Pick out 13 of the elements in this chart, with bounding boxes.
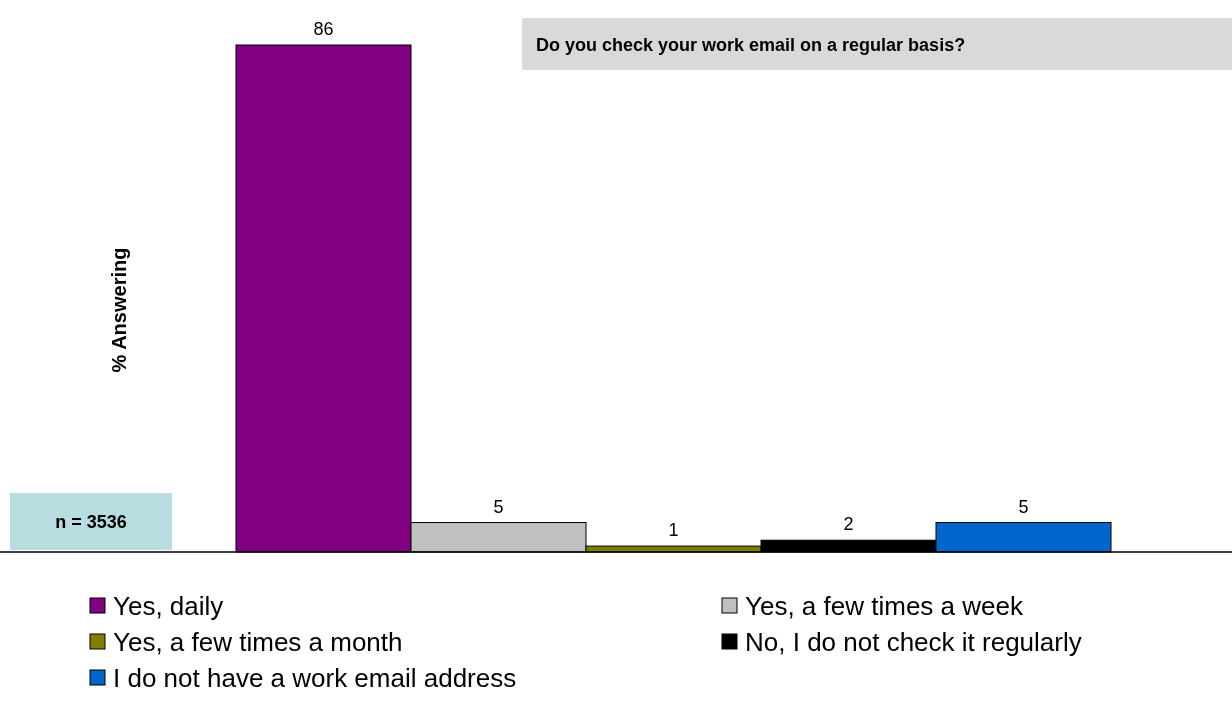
legend-label: No, I do not check it regularly xyxy=(745,627,1082,657)
text: n = 3536 xyxy=(55,512,127,532)
chart-title: Do you check your work email on a regular basis? xyxy=(536,35,966,55)
legend-label: I do not have a work email address xyxy=(113,663,517,693)
data-label: 5 xyxy=(1018,496,1029,517)
legend-label: Yes, a few times a month xyxy=(113,627,403,657)
legend-label: Yes, a few times a week xyxy=(745,591,1024,621)
data-label: 2 xyxy=(843,514,854,535)
data-label: 5 xyxy=(493,496,504,517)
text: % Answering xyxy=(108,247,130,373)
data-label: 1 xyxy=(668,520,679,541)
data-label: 86 xyxy=(313,19,334,39)
legend-label: Yes, daily xyxy=(113,591,224,621)
